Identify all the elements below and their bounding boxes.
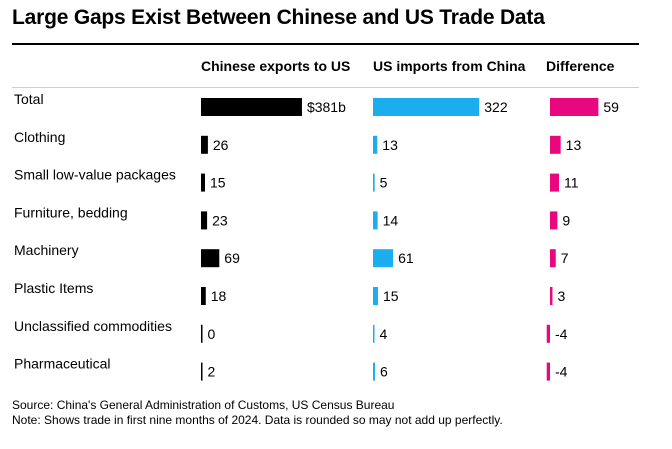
us-imports-value-label: 61 xyxy=(398,250,414,266)
category-label: Clothing xyxy=(14,129,65,145)
category-label: Total xyxy=(14,91,44,107)
us-imports-value-label: 6 xyxy=(380,364,388,380)
chinese-exports-bar xyxy=(201,135,208,154)
category-label: Plastic Items xyxy=(14,280,93,296)
chinese-exports-value-label: 0 xyxy=(208,326,216,342)
chinese-exports-value-label: 18 xyxy=(211,288,227,304)
title-rule xyxy=(12,43,639,45)
chinese-exports-bar xyxy=(201,249,220,268)
us-imports-bar xyxy=(373,287,378,305)
chinese-exports-value-label: 69 xyxy=(224,250,240,266)
us-imports-value-label: 322 xyxy=(484,99,508,115)
chinese-exports-value-label: 2 xyxy=(208,364,216,380)
chinese-exports-value-label: 26 xyxy=(213,137,229,153)
us-imports-value-label: 13 xyxy=(382,137,398,153)
difference-bar xyxy=(550,135,561,154)
difference-value-label: 9 xyxy=(562,212,570,228)
column-header-chinese-exports: Chinese exports to US xyxy=(201,58,351,74)
difference-value-label: 13 xyxy=(566,137,582,153)
difference-value-label: 11 xyxy=(564,175,579,191)
us-imports-value-label: 14 xyxy=(383,212,399,228)
chinese-exports-bar xyxy=(201,287,206,305)
source-note: Source: China's General Administration o… xyxy=(12,398,395,412)
chinese-exports-bar xyxy=(201,211,208,230)
difference-bar xyxy=(550,249,556,268)
difference-bar xyxy=(550,287,553,305)
difference-bar xyxy=(546,324,550,343)
us-imports-bar xyxy=(373,249,394,268)
chinese-exports-value-label: 15 xyxy=(210,175,226,191)
difference-bar xyxy=(550,173,560,192)
chinese-exports-value-label: 23 xyxy=(212,212,228,228)
chinese-exports-bar xyxy=(201,173,205,192)
chinese-exports-bar xyxy=(201,98,302,116)
category-label: Unclassified commodities xyxy=(14,318,172,334)
chinese-exports-bar xyxy=(201,362,203,381)
category-label: Machinery xyxy=(14,242,79,258)
us-imports-value-label: 4 xyxy=(380,326,388,342)
category-label: Pharmaceutical xyxy=(14,356,111,372)
category-label: Furniture, bedding xyxy=(14,204,128,220)
us-imports-value-label: 5 xyxy=(380,175,388,191)
difference-value-label: -4 xyxy=(555,364,568,380)
chinese-exports-bar xyxy=(201,324,203,343)
difference-value-label: 7 xyxy=(561,250,569,266)
difference-bar xyxy=(550,211,558,230)
chinese-exports-value-label: $381b xyxy=(307,99,346,115)
us-imports-bar xyxy=(373,98,480,116)
us-imports-bar xyxy=(373,362,375,381)
footnote: Note: Shows trade in first nine months o… xyxy=(12,413,503,427)
us-imports-bar xyxy=(373,173,375,192)
column-header-difference: Difference xyxy=(546,58,615,74)
us-imports-bar xyxy=(373,211,378,230)
difference-bar xyxy=(546,362,550,381)
difference-value-label: 59 xyxy=(603,99,619,115)
difference-value-label: -4 xyxy=(555,326,568,342)
column-header-us-imports: US imports from China xyxy=(373,58,526,74)
category-label: Small low-value packages xyxy=(14,167,176,183)
difference-value-label: 3 xyxy=(557,288,565,304)
chart-title: Large Gaps Exist Between Chinese and US … xyxy=(12,6,545,29)
us-imports-bar xyxy=(373,324,375,343)
header-divider xyxy=(12,87,639,88)
difference-bar xyxy=(550,98,599,116)
us-imports-bar xyxy=(373,135,378,154)
us-imports-value-label: 15 xyxy=(383,288,399,304)
